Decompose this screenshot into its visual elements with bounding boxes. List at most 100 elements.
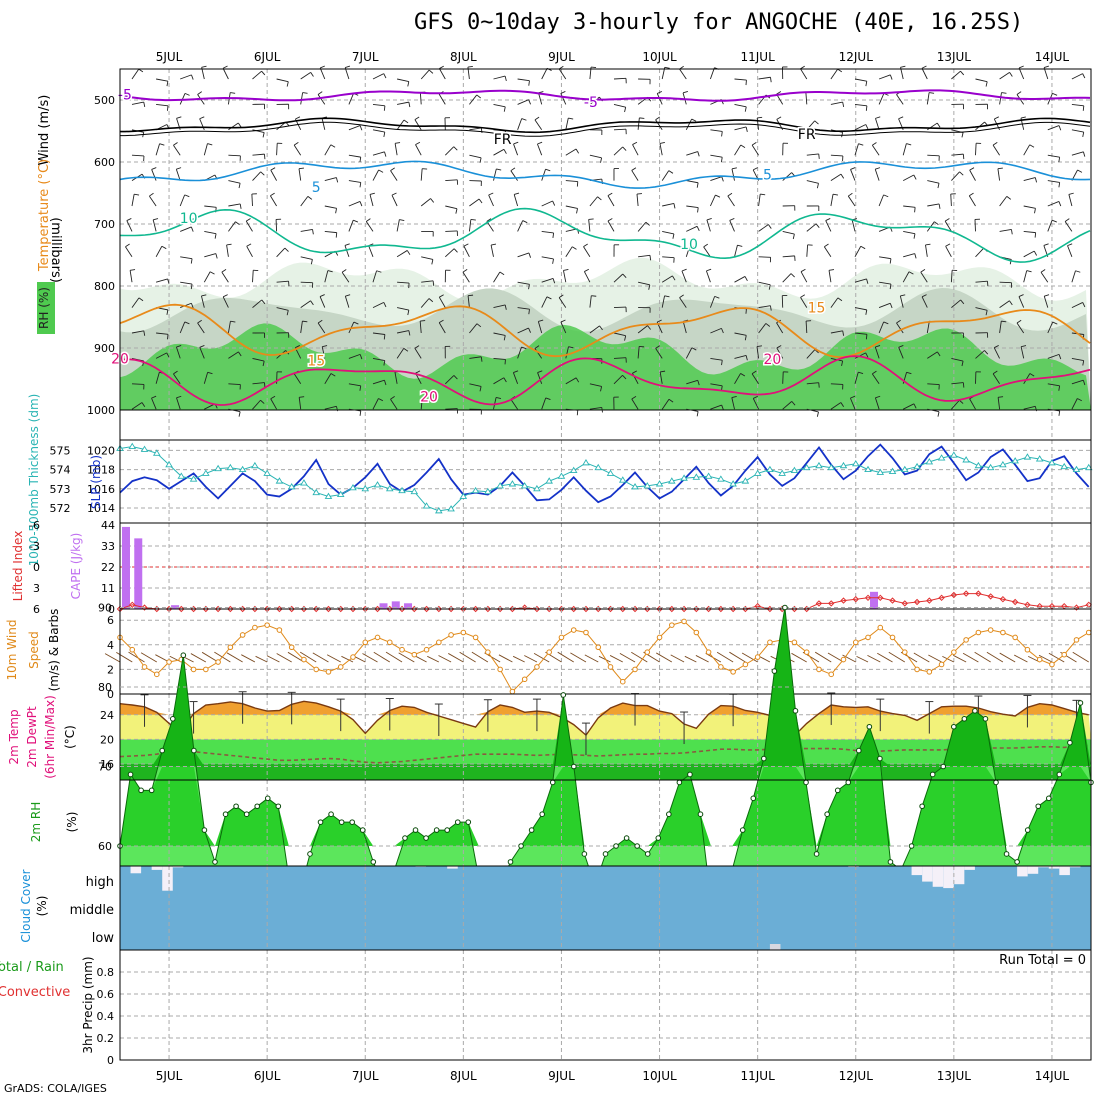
y-tick-label-wind: 6 — [107, 614, 114, 627]
wind-barb — [397, 220, 399, 232]
wind-barb-tick — [456, 209, 457, 214]
contour-label: FR — [494, 132, 512, 148]
wind-barb — [349, 93, 354, 104]
wind-speed-marker — [547, 650, 552, 655]
wind-barb-tick — [915, 254, 916, 259]
wind-barb — [301, 72, 311, 79]
cape-bar — [870, 592, 878, 609]
y-tick-label-thickness: 572 — [50, 502, 71, 515]
cloud-high-bar — [943, 866, 954, 888]
wind-barb-tick — [826, 218, 831, 220]
wind-barb — [975, 219, 976, 231]
wind-barb-tick — [270, 193, 274, 196]
rh-marker — [540, 812, 545, 817]
wind-barb-tick — [500, 272, 504, 275]
wind-barb-tick — [239, 183, 240, 188]
wind-barb-tick — [1078, 170, 1082, 172]
wind-barb-tick — [523, 221, 528, 223]
wind-barb-tick — [185, 195, 190, 197]
wind-barb-tick — [491, 244, 496, 245]
wind-barb-tick — [167, 334, 168, 339]
wind-barb — [200, 119, 205, 130]
wind-barb-tick — [963, 383, 964, 388]
wind-barb — [246, 221, 252, 231]
wind-barb-tick — [479, 199, 482, 203]
rh-marker — [846, 780, 851, 785]
wind-barb — [707, 220, 710, 231]
wind-barb-tick — [384, 334, 385, 339]
wind-barb — [301, 282, 313, 283]
wind-barb-tick — [697, 226, 699, 231]
wind-barb — [373, 130, 385, 132]
y-tick-label-rh: 70 — [98, 761, 112, 774]
wind-barb — [494, 149, 504, 155]
wind-barb-tick — [514, 142, 519, 144]
cape-bar — [404, 603, 412, 609]
wind-barb — [318, 94, 325, 104]
wind-barb-tick — [890, 75, 892, 80]
wind-barb — [222, 272, 229, 282]
wind-barb-tick — [227, 244, 232, 245]
rh-marker — [445, 828, 450, 833]
wind-barb — [299, 169, 301, 181]
wind-barb-tick — [464, 244, 468, 246]
wind-barb-tick — [223, 66, 227, 68]
wind-barb-tick — [345, 66, 350, 68]
wind-barb — [829, 270, 831, 282]
wind-barb — [807, 245, 808, 257]
wind-barb — [301, 93, 303, 105]
wind-barb-tick — [737, 245, 742, 246]
y-tick-label-lifted: 3 — [33, 582, 40, 595]
wind-barb — [951, 172, 959, 181]
wind-barb — [125, 247, 132, 257]
line-lifted-index — [120, 594, 1089, 609]
wind-barb-tick — [514, 193, 519, 194]
wind-barb — [662, 203, 674, 206]
wind-barb-tick — [838, 69, 842, 72]
wind-barb — [759, 77, 771, 79]
wind-barb-10m — [953, 655, 966, 662]
wind-barb-tick — [336, 208, 337, 213]
wind-barb — [277, 143, 278, 155]
wind-barb-tick — [674, 203, 675, 208]
wind-barb — [1048, 155, 1060, 157]
wind-barb — [421, 199, 430, 206]
wind-barb — [518, 79, 530, 81]
wind-barb — [922, 68, 927, 79]
wind-barb-10m — [427, 656, 439, 662]
rh-marker — [814, 852, 819, 857]
wind-barb-tick — [185, 93, 190, 95]
rh-marker — [920, 804, 925, 809]
x-tick-label-bottom: 13JUL — [937, 1069, 972, 1083]
y-tick-label-pressure: 1000 — [87, 404, 115, 417]
wind-barb-tick — [589, 219, 594, 220]
wind-barb-tick — [1035, 233, 1036, 238]
wind-barb — [421, 169, 422, 181]
wind-barb — [637, 194, 638, 206]
wind-speed-marker — [1074, 638, 1079, 643]
y-axis-title-slp: SLP (mb) — [89, 455, 103, 509]
cloud-high-bar — [922, 866, 933, 882]
wind-barb — [783, 274, 791, 283]
wind-barb-tick — [793, 234, 794, 239]
wind-barb-10m — [202, 652, 218, 662]
wind-speed-marker — [964, 638, 969, 643]
wind-barb-tick — [576, 149, 579, 153]
wind-barb-tick — [1059, 157, 1060, 162]
y-tick-label-precip: 0 — [107, 1054, 114, 1067]
wind-barb-tick — [800, 66, 804, 69]
x-tick-label-bottom: 12JUL — [839, 1069, 874, 1083]
rh-marker — [677, 780, 682, 785]
wind-speed-marker — [952, 650, 957, 655]
wind-barb-tick — [986, 82, 987, 87]
wind-barb-tick — [715, 195, 720, 197]
rh-marker — [519, 844, 524, 849]
credit-label: GrADS: COLA/IGES — [4, 1082, 107, 1095]
rh-marker — [202, 828, 207, 833]
wind-barb-tick — [730, 218, 735, 220]
thickness-marker — [620, 477, 626, 482]
wind-barb — [228, 181, 240, 184]
contour-label: 10 — [180, 211, 198, 227]
wind-barb — [542, 231, 554, 233]
y-axis-title-speed: Speed — [27, 631, 41, 669]
